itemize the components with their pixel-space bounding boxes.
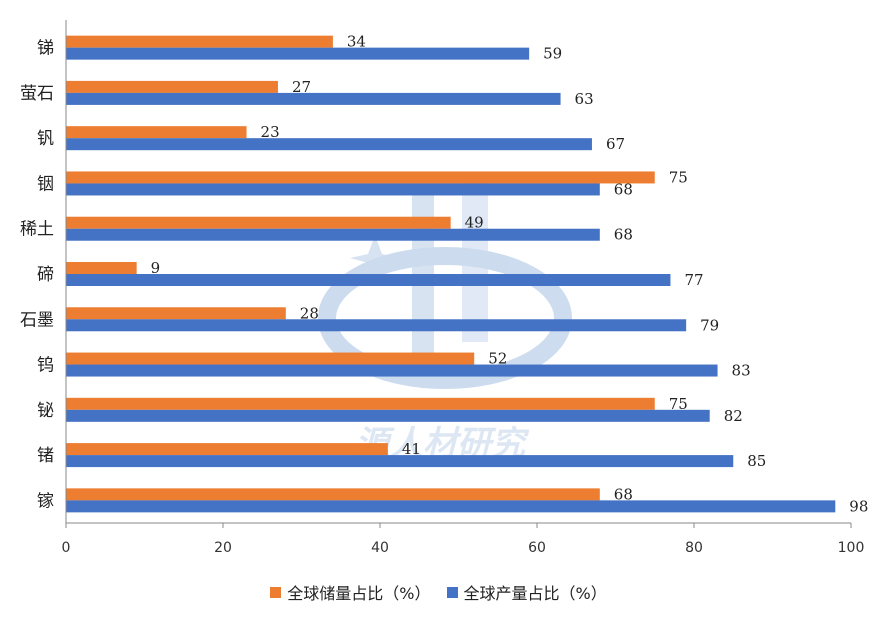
x-tick-label: 80 bbox=[685, 540, 703, 556]
data-label: 59 bbox=[543, 45, 562, 63]
category-label: 铋 bbox=[37, 401, 54, 421]
x-tick-label: 20 bbox=[214, 540, 232, 556]
reserve-bar bbox=[66, 307, 286, 320]
category-label: 镓 bbox=[37, 491, 54, 511]
production-bar bbox=[66, 47, 530, 60]
production-bar bbox=[66, 364, 718, 377]
legend: 全球储量占比（%） 全球产量占比（%） bbox=[0, 578, 877, 606]
data-label: 79 bbox=[700, 316, 719, 334]
production-bar bbox=[66, 274, 671, 286]
data-label: 27 bbox=[292, 78, 311, 96]
data-label: 82 bbox=[724, 407, 743, 425]
data-label: 34 bbox=[347, 33, 366, 51]
reserve-bar bbox=[66, 80, 278, 93]
production-bar bbox=[66, 92, 561, 105]
reserve-bar bbox=[66, 488, 600, 501]
data-label: 75 bbox=[669, 168, 688, 186]
category-label: 石墨 bbox=[20, 310, 54, 330]
data-label: 85 bbox=[747, 452, 766, 470]
legend-swatch bbox=[270, 586, 282, 598]
data-label: 75 bbox=[669, 395, 688, 413]
legend-swatch bbox=[446, 586, 458, 598]
reserve-bar bbox=[66, 262, 137, 274]
production-bar bbox=[66, 455, 734, 468]
reserve-bar bbox=[66, 216, 451, 229]
reserve-bar bbox=[66, 126, 247, 139]
category-label: 碲 bbox=[37, 265, 54, 285]
legend-item: 全球产量占比（%） bbox=[446, 580, 607, 604]
production-bar bbox=[66, 500, 836, 513]
x-tick-label: 100 bbox=[838, 540, 865, 556]
x-tick-label: 60 bbox=[528, 540, 546, 556]
data-label: 98 bbox=[849, 497, 868, 515]
production-bar bbox=[66, 183, 600, 196]
category-label: 铟 bbox=[37, 174, 54, 194]
legend-item: 全球储量占比（%） bbox=[270, 580, 431, 604]
category-label: 锗 bbox=[37, 446, 54, 466]
reserve-bar bbox=[66, 443, 388, 456]
data-label: 68 bbox=[614, 180, 633, 198]
reserve-bar bbox=[66, 35, 333, 48]
data-label: 23 bbox=[261, 123, 280, 141]
reserve-bar bbox=[66, 171, 655, 184]
data-label: 28 bbox=[300, 304, 319, 322]
data-label: 9 bbox=[151, 259, 161, 277]
production-bar bbox=[66, 228, 600, 241]
production-bar bbox=[66, 138, 592, 151]
data-label: 68 bbox=[614, 485, 633, 503]
reserve-bar bbox=[66, 397, 655, 410]
legend-label: 全球储量占比（%） bbox=[287, 584, 431, 603]
reserve-bar bbox=[66, 352, 475, 365]
category-label: 稀土 bbox=[20, 220, 54, 240]
data-label: 52 bbox=[488, 350, 507, 368]
production-bar bbox=[66, 319, 687, 332]
legend-label: 全球产量占比（%） bbox=[463, 584, 607, 603]
data-label: 83 bbox=[732, 362, 751, 380]
category-label: 钒 bbox=[37, 129, 54, 149]
data-label: 67 bbox=[606, 135, 625, 153]
data-label: 63 bbox=[575, 90, 594, 108]
category-label: 锑 bbox=[37, 39, 54, 59]
x-tick-label: 40 bbox=[371, 540, 389, 556]
data-label: 77 bbox=[684, 271, 703, 289]
x-tick-label: 0 bbox=[62, 540, 71, 556]
production-bar bbox=[66, 409, 710, 422]
data-label: 41 bbox=[402, 440, 421, 458]
data-label: 68 bbox=[614, 226, 633, 244]
data-label: 49 bbox=[465, 214, 484, 232]
category-label: 萤石 bbox=[20, 84, 54, 104]
category-label: 钨 bbox=[37, 356, 54, 376]
